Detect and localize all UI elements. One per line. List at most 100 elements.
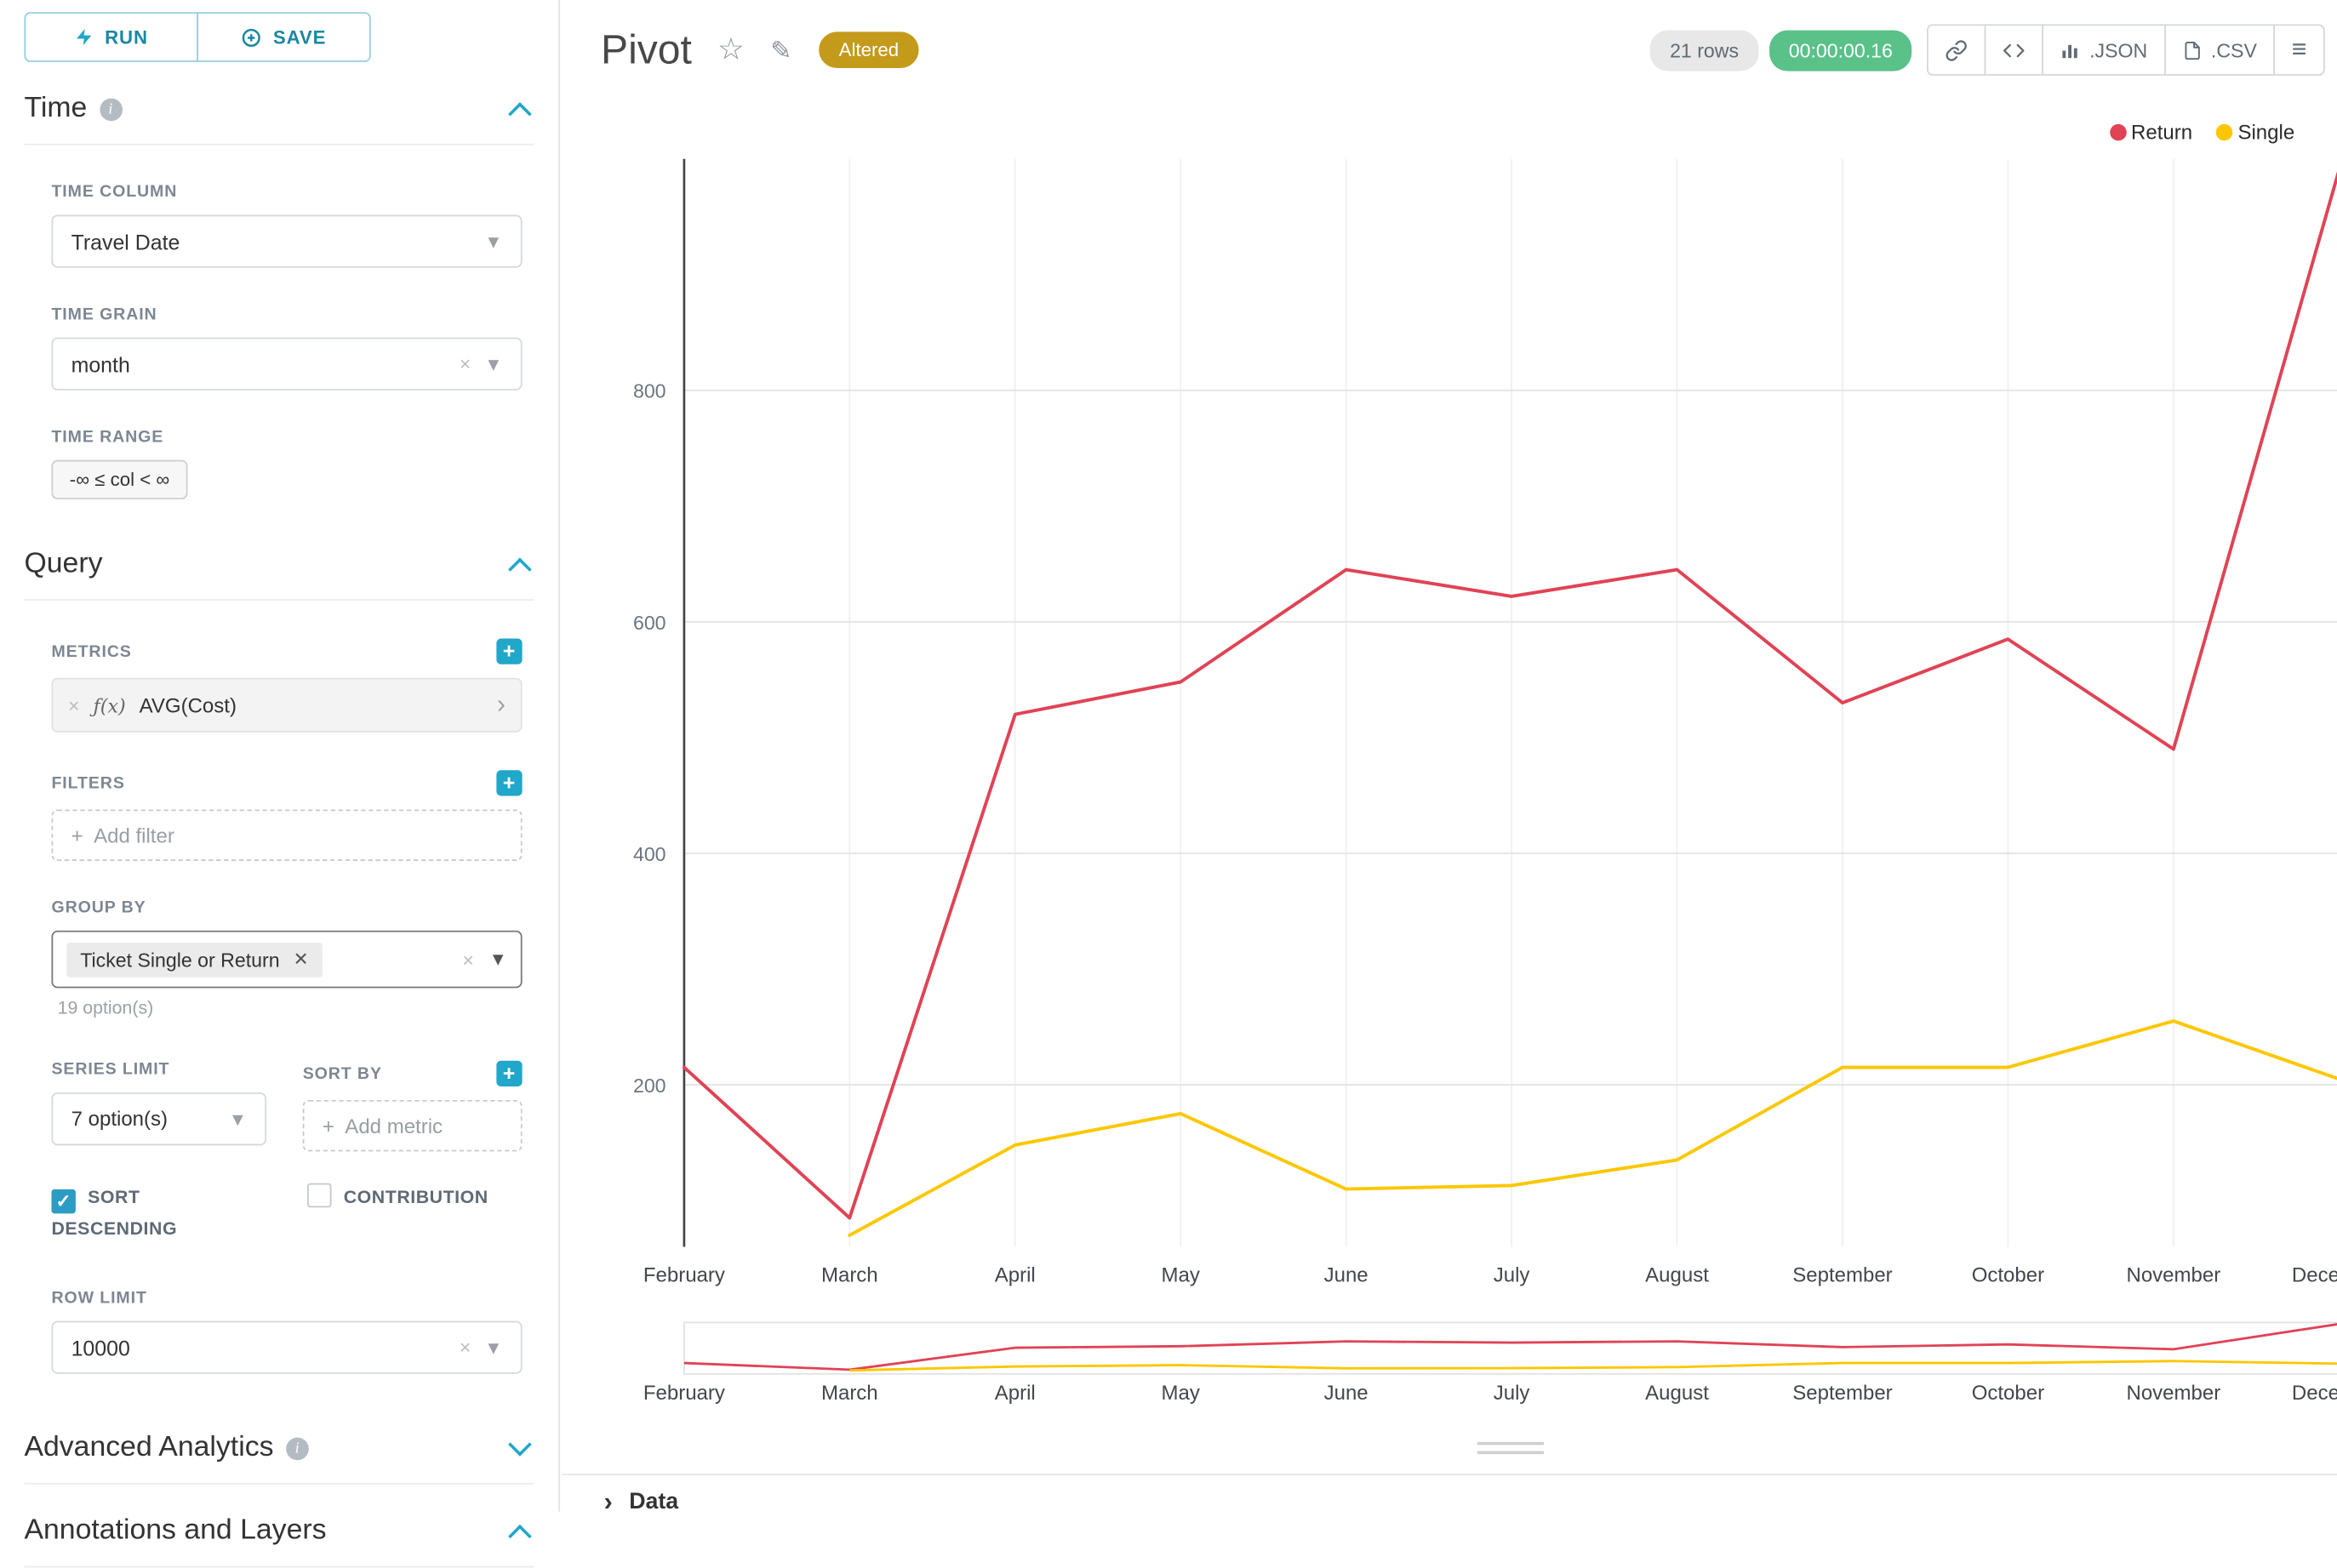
line-chart[interactable]: 200 400 600 800 February March April May June Jul… (562, 151, 2337, 1304)
series-line-return[interactable] (682, 170, 2337, 1220)
x-axis-label: August (1645, 1263, 1709, 1286)
export-csv-button[interactable]: .CSV (2163, 24, 2276, 76)
checkbox-unchecked-icon[interactable] (307, 1183, 332, 1208)
time-grain-select[interactable]: month × ▼ (51, 337, 523, 391)
group-by-label: GROUP BY (51, 898, 146, 917)
time-column-label: TIME COLUMN (51, 183, 178, 202)
brush-x-axis-label: November (2126, 1382, 2220, 1405)
metrics-label: METRICS (51, 641, 132, 661)
add-metric-button[interactable]: + (496, 638, 523, 664)
run-button[interactable]: RUN (24, 12, 198, 62)
checkbox-checked-icon[interactable]: ✓ (51, 1189, 76, 1214)
hamburger-icon: ≡ (2291, 34, 2307, 64)
run-label: RUN (105, 26, 148, 48)
remove-tag-icon[interactable]: ✕ (293, 949, 309, 971)
clear-icon[interactable]: × (459, 352, 471, 376)
series-limit-select[interactable]: 7 option(s) ▼ (51, 1092, 267, 1146)
chart-menu-button[interactable]: ≡ (2273, 24, 2325, 76)
time-section-header[interactable]: Time i (24, 92, 534, 145)
altered-badge[interactable]: Altered (819, 31, 919, 69)
x-axis-label: March (821, 1263, 878, 1286)
advanced-analytics-title: Advanced Analytics (24, 1432, 274, 1464)
contribution-checkbox-row[interactable]: CONTRIBUTION (271, 1182, 522, 1245)
legend-label: Single (2237, 121, 2295, 144)
y-axis-label: 800 (633, 380, 666, 402)
data-section-toggle[interactable]: › Data (604, 1489, 2337, 1514)
add-sort-metric-dropzone[interactable]: + Add metric (302, 1099, 523, 1152)
advanced-analytics-header[interactable]: Advanced Analytics i (24, 1432, 534, 1485)
row-count-badge: 21 rows (1649, 29, 1759, 71)
chevron-up-icon[interactable] (508, 1524, 532, 1548)
brush-x-axis-label: July (1494, 1382, 1530, 1405)
metric-chip-label: AVG(Cost) (139, 693, 237, 717)
resize-handle[interactable] (1477, 1441, 1545, 1455)
clear-icon[interactable]: × (462, 948, 474, 971)
x-axis-label: April (995, 1263, 1036, 1286)
x-axis-label: September (1792, 1263, 1892, 1286)
time-range-pill[interactable]: -∞ ≤ col < ∞ (51, 459, 188, 499)
brush-x-axis-label: August (1645, 1382, 1709, 1405)
clear-icon[interactable]: × (459, 1337, 471, 1360)
chevron-up-icon[interactable] (508, 556, 532, 581)
y-axis-label: 600 (633, 612, 666, 634)
legend-item-return[interactable]: Return (2110, 121, 2192, 144)
chevron-up-icon[interactable] (508, 101, 532, 125)
link-icon (1946, 39, 1968, 60)
info-icon: i (285, 1437, 309, 1461)
export-button-group: .JSON .CSV ≡ (1927, 24, 2325, 76)
share-link-button[interactable] (1927, 24, 1987, 76)
fx-icon: ƒ(x) (93, 693, 126, 717)
export-json-label: .JSON (2089, 38, 2148, 62)
legend-item-single[interactable]: Single (2216, 121, 2295, 144)
chart-header: Pivot ☆ ✎ Altered 21 rows 00:00:00.16 .J… (601, 24, 2325, 76)
x-axis-label: June (1324, 1263, 1368, 1286)
series-line-single[interactable] (848, 1019, 2337, 1237)
add-sort-metric-button[interactable]: + (496, 1060, 523, 1086)
query-timer-badge: 00:00:00.16 (1768, 29, 1913, 71)
plus-circle-icon (243, 27, 261, 47)
y-axis-label: 200 (633, 1075, 666, 1097)
brush-series-line-return (683, 1323, 2337, 1371)
series-limit-value: 7 option(s) (71, 1107, 169, 1131)
sort-descending-checkbox-row[interactable]: ✓ SORT DESCENDING (51, 1182, 271, 1245)
time-range-label: TIME RANGE (51, 428, 164, 447)
filters-label: FILTERS (51, 773, 125, 793)
brush-outline[interactable] (683, 1321, 2337, 1375)
time-section-title: Time (24, 92, 88, 124)
group-by-tag[interactable]: Ticket Single or Return ✕ (66, 942, 323, 978)
view-query-button[interactable] (1985, 24, 2044, 76)
remove-metric-icon[interactable]: × (68, 693, 80, 717)
time-controls: TIME COLUMN Travel Date ▼ TIME GRAIN mon… (51, 183, 523, 499)
brush-x-axis-label: December (2292, 1382, 2337, 1405)
annotations-layers-title: Annotations and Layers (24, 1514, 327, 1548)
brush-series-line-single (849, 1360, 2337, 1372)
x-axis-label: February (643, 1263, 725, 1286)
range-brush-chart[interactable]: February March April May June July August Septe… (562, 1314, 2337, 1411)
annotations-layers-header[interactable]: Annotations and Layers (24, 1515, 534, 1568)
query-controls: METRICS + × ƒ(x) AVG(Cost) › FILTERS + +… (51, 638, 523, 1375)
legend-dot-icon (2216, 123, 2234, 141)
brush-x-axis-label: March (821, 1382, 878, 1405)
query-section-title: Query (24, 547, 103, 580)
chevron-down-icon: ▼ (228, 1108, 247, 1130)
x-axis-label: December (2292, 1263, 2337, 1286)
sort-descending-label: SORT DESCENDING (51, 1186, 178, 1240)
chevron-right-icon[interactable]: › (496, 689, 506, 719)
x-axis-label: July (1494, 1263, 1530, 1286)
add-filter-label: Add filter (94, 824, 174, 847)
brush-x-axis-label: September (1792, 1382, 1892, 1405)
brush-x-axis-label: February (643, 1382, 725, 1405)
metric-chip[interactable]: × ƒ(x) AVG(Cost) › (51, 677, 523, 733)
group-by-select[interactable]: Ticket Single or Return ✕ × ▼ (51, 930, 523, 989)
add-filter-button[interactable]: + (496, 770, 523, 796)
favorite-star-icon[interactable]: ☆ (717, 33, 745, 67)
export-json-button[interactable]: .JSON (2042, 24, 2166, 76)
chevron-down-icon[interactable] (508, 1432, 532, 1457)
row-limit-select[interactable]: 10000 × ▼ (51, 1321, 523, 1375)
query-section-header[interactable]: Query (24, 547, 534, 602)
save-button[interactable]: SAVE (197, 12, 371, 62)
add-filter-dropzone[interactable]: + Add filter (51, 809, 523, 861)
time-column-select[interactable]: Travel Date ▼ (51, 214, 523, 268)
edit-title-icon[interactable]: ✎ (770, 35, 792, 65)
chart-title: Pivot (601, 26, 692, 72)
